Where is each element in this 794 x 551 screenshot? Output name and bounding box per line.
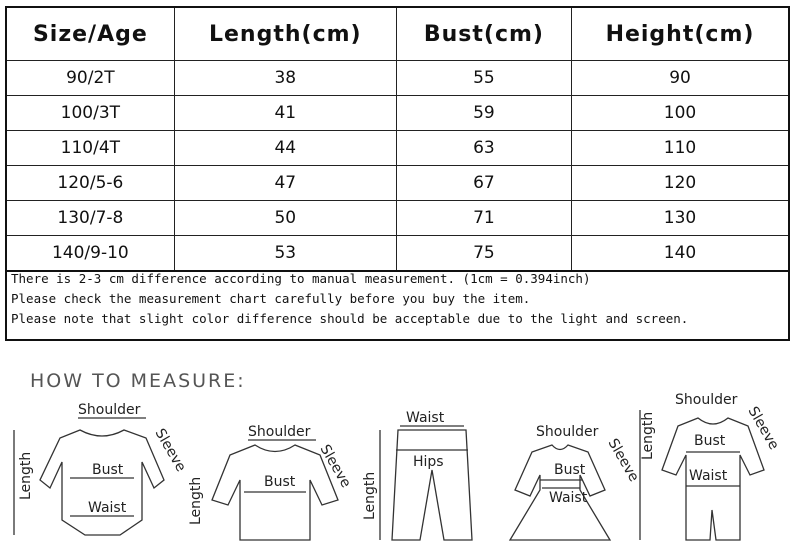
table-cell: 140 xyxy=(571,235,790,272)
hips-label: Hips xyxy=(413,454,444,470)
table-cell: 110/4T xyxy=(5,130,175,166)
tshirt-illustration: Shoulder Sleeve Length Bust xyxy=(188,424,354,541)
table-cell: 50 xyxy=(173,200,397,236)
table-row: 130/7-8 50 71 130 xyxy=(5,200,790,236)
note-line: There is 2-3 cm difference according to … xyxy=(11,271,591,286)
table-cell: 75 xyxy=(395,235,573,272)
sleeve-label: Sleeve xyxy=(745,404,782,453)
length-label: Length xyxy=(18,452,34,500)
shoulder-label: Shoulder xyxy=(675,392,738,408)
romper-illustration: Shoulder Sleeve Length Bust Waist xyxy=(639,392,782,541)
length-label: Length xyxy=(362,472,378,520)
table-row: 110/4T 44 63 110 xyxy=(5,130,790,166)
shoulder-label: Shoulder xyxy=(248,424,311,440)
measure-illustrations: Shoulder Sleeve Length Bust Waist Should… xyxy=(13,392,782,541)
length-label: Length xyxy=(188,477,204,525)
sleeve-label: Sleeve xyxy=(317,442,354,491)
waist-label: Waist xyxy=(88,500,127,516)
table-cell: 100/3T xyxy=(5,95,175,131)
table-cell: 71 xyxy=(395,200,573,236)
table-cell: 130/7-8 xyxy=(5,200,175,236)
bust-label: Bust xyxy=(694,433,726,449)
length-label: Length xyxy=(640,412,656,460)
table-row: 120/5-6 47 67 120 xyxy=(5,165,790,201)
table-cell: 47 xyxy=(173,165,397,201)
table-cell: 44 xyxy=(173,130,397,166)
header-length: Length(cm) xyxy=(173,6,397,61)
table-cell: 130 xyxy=(571,200,790,236)
table-cell: 140/9-10 xyxy=(5,235,175,272)
waist-label: Waist xyxy=(406,410,445,426)
table-cell: 90 xyxy=(571,60,790,96)
note-line: Please check the measurement chart caref… xyxy=(11,291,531,306)
table-cell: 110 xyxy=(571,130,790,166)
bodysuit-illustration: Shoulder Sleeve Length Bust Waist xyxy=(13,402,189,536)
table-cell: 120 xyxy=(571,165,790,201)
how-to-measure-title: HOW TO MEASURE: xyxy=(30,370,246,392)
table-row: 140/9-10 53 75 140 xyxy=(5,235,790,272)
waist-label: Waist xyxy=(549,490,588,506)
table-cell: 59 xyxy=(395,95,573,131)
table-row: 90/2T 38 55 90 xyxy=(5,60,790,96)
header-size-age: Size/Age xyxy=(5,6,175,61)
table-cell: 38 xyxy=(173,60,397,96)
table-row: 100/3T 41 59 100 xyxy=(5,95,790,131)
shoulder-label: Shoulder xyxy=(78,402,141,418)
table-cell: 100 xyxy=(571,95,790,131)
notes-box: There is 2-3 cm difference according to … xyxy=(5,267,790,341)
pants-illustration: Waist Hips Length xyxy=(362,410,473,541)
table-cell: 120/5-6 xyxy=(5,165,175,201)
sleeve-label: Sleeve xyxy=(152,426,189,475)
waist-label: Waist xyxy=(689,468,728,484)
table-cell: 53 xyxy=(173,235,397,272)
bust-label: Bust xyxy=(264,474,296,490)
note-line: Please note that slight color difference… xyxy=(11,311,689,326)
table-cell: 67 xyxy=(395,165,573,201)
table-cell: 63 xyxy=(395,130,573,166)
table-cell: 41 xyxy=(173,95,397,131)
table-cell: 90/2T xyxy=(5,60,175,96)
table-cell: 55 xyxy=(395,60,573,96)
dress-illustration: Shoulder Sleeve Bust Waist xyxy=(508,424,642,541)
size-table: Size/Age Length(cm) Bust(cm) Height(cm) … xyxy=(5,6,790,272)
header-bust: Bust(cm) xyxy=(395,6,573,61)
bust-label: Bust xyxy=(92,462,124,478)
bust-label: Bust xyxy=(554,462,586,478)
header-height: Height(cm) xyxy=(571,6,790,61)
shoulder-label: Shoulder xyxy=(536,424,599,440)
sleeve-label: Sleeve xyxy=(605,436,642,485)
table-header-row: Size/Age Length(cm) Bust(cm) Height(cm) xyxy=(5,6,790,61)
